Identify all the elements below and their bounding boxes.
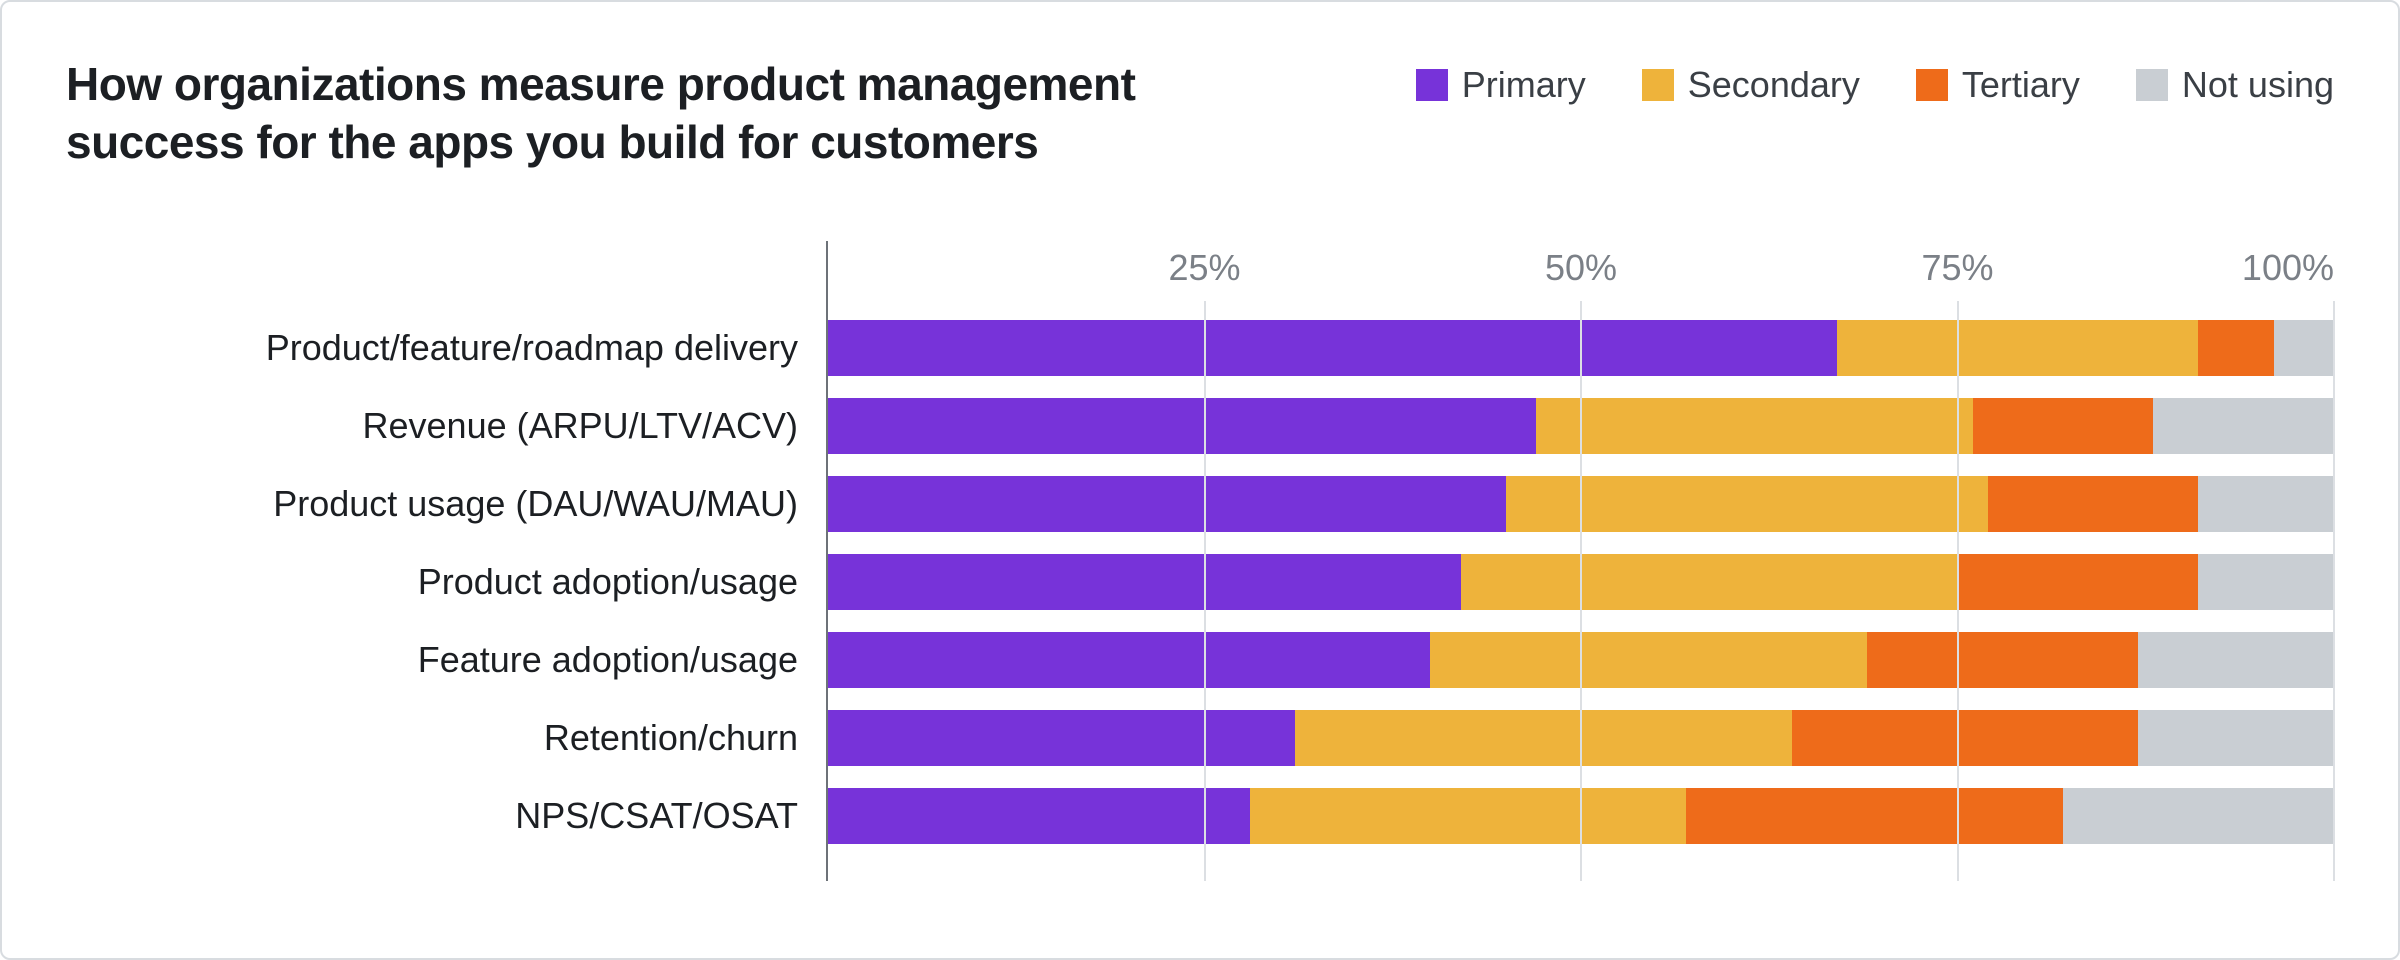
legend-swatch-tertiary [1916,69,1948,101]
bar-segment-primary [828,476,1506,532]
bar-segment-tertiary [1988,476,2199,532]
chart-plot: Product/feature/roadmap deliveryRevenue … [66,241,2334,881]
bar-segment-tertiary [1867,632,2138,688]
chart-card: How organizations measure product manage… [0,0,2400,960]
y-axis-label: Revenue (ARPU/LTV/ACV) [66,387,826,465]
gridline [1580,301,1582,881]
legend-label: Not using [2182,64,2334,106]
legend-item-tertiary: Tertiary [1916,64,2080,106]
bar-segment-tertiary [1686,788,2063,844]
y-axis-label: Product adoption/usage [66,543,826,621]
bar-segment-secondary [1430,632,1867,688]
bar-segment-not_using [2138,710,2334,766]
chart-header: How organizations measure product manage… [66,56,2334,171]
gridline [1204,301,1206,881]
legend-label: Tertiary [1962,64,2080,106]
y-axis-labels: Product/feature/roadmap deliveryRevenue … [66,241,826,881]
x-tick-label: 100% [2242,247,2334,289]
bar-segment-tertiary [2198,320,2273,376]
bar-segment-not_using [2153,398,2334,454]
y-axis-label: Product/feature/roadmap delivery [66,309,826,387]
legend-swatch-primary [1416,69,1448,101]
y-axis-label: NPS/CSAT/OSAT [66,777,826,855]
bar-segment-secondary [1837,320,2198,376]
bar-segment-primary [828,554,1461,610]
legend-item-primary: Primary [1416,64,1586,106]
x-tick-label: 50% [1545,247,1617,289]
x-tick-label: 75% [1921,247,1993,289]
y-axis-label: Product usage (DAU/WAU/MAU) [66,465,826,543]
bar-segment-not_using [2063,788,2334,844]
bar-segment-primary [828,788,1250,844]
bar-segment-primary [828,710,1295,766]
bar-segment-tertiary [1792,710,2138,766]
bar-segment-not_using [2198,554,2334,610]
legend-swatch-not_using [2136,69,2168,101]
bar-segment-secondary [1461,554,1958,610]
bar-segment-secondary [1295,710,1792,766]
legend-item-not_using: Not using [2136,64,2334,106]
gridline [1957,301,1959,881]
legend-label: Secondary [1688,64,1860,106]
chart-legend: Primary Secondary Tertiary Not using [1416,56,2334,106]
bar-segment-not_using [2274,320,2334,376]
bar-segment-secondary [1250,788,1687,844]
legend-label: Primary [1462,64,1586,106]
bar-segment-primary [828,398,1536,454]
bar-segment-not_using [2198,476,2334,532]
bar-segment-primary [828,632,1430,688]
bar-segment-not_using [2138,632,2334,688]
plot-area: 25% 50% 75% 100% [826,241,2334,881]
bar-segment-tertiary [1957,554,2198,610]
x-axis-labels: 25% 50% 75% 100% [828,241,2334,301]
bar-segment-tertiary [1973,398,2154,454]
bar-segment-primary [828,320,1837,376]
bar-segment-secondary [1536,398,1973,454]
y-axis-label: Retention/churn [66,699,826,777]
gridline [2333,301,2335,881]
y-axis-label: Feature adoption/usage [66,621,826,699]
chart-title: How organizations measure product manage… [66,56,1266,171]
x-tick-label: 25% [1168,247,1240,289]
legend-item-secondary: Secondary [1642,64,1860,106]
legend-swatch-secondary [1642,69,1674,101]
bar-segment-secondary [1506,476,1988,532]
chart-title-emphasis: customers [810,116,1038,168]
